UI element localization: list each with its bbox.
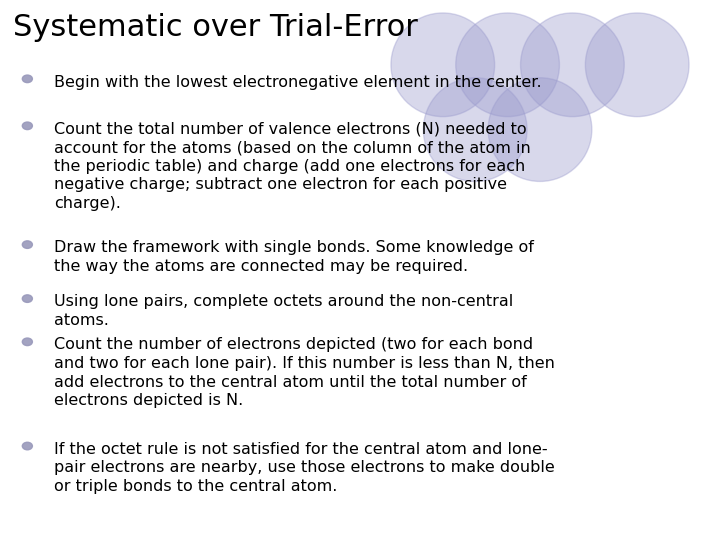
Text: If the octet rule is not satisfied for the central atom and lone-
pair electrons: If the octet rule is not satisfied for t… [54, 442, 554, 494]
Text: Draw the framework with single bonds. Some knowledge of
the way the atoms are co: Draw the framework with single bonds. So… [54, 240, 534, 274]
Ellipse shape [585, 13, 689, 117]
Ellipse shape [521, 13, 624, 117]
Ellipse shape [488, 78, 592, 181]
Circle shape [22, 75, 32, 83]
Circle shape [22, 122, 32, 130]
Circle shape [22, 442, 32, 450]
Circle shape [22, 241, 32, 248]
Text: Count the number of electrons depicted (two for each bond
and two for each lone : Count the number of electrons depicted (… [54, 338, 555, 408]
Text: Using lone pairs, complete octets around the non-central
atoms.: Using lone pairs, complete octets around… [54, 294, 513, 328]
Circle shape [22, 295, 32, 302]
Text: Count the total number of valence electrons (N) needed to
account for the atoms : Count the total number of valence electr… [54, 122, 531, 211]
Text: Systematic over Trial-Error: Systematic over Trial-Error [13, 14, 418, 43]
Circle shape [22, 338, 32, 346]
Ellipse shape [423, 78, 527, 181]
Ellipse shape [391, 13, 495, 117]
Ellipse shape [456, 13, 559, 117]
Text: Begin with the lowest electronegative element in the center.: Begin with the lowest electronegative el… [54, 75, 541, 90]
